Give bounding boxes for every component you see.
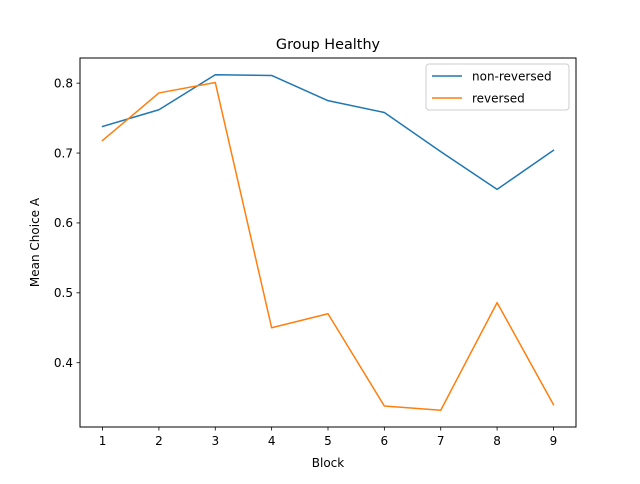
legend: non-reversed reversed — [425, 63, 570, 111]
y-axis-label: Mean Choice A — [28, 197, 42, 287]
x-axis-label: Block — [312, 456, 345, 470]
x-tick-label: 9 — [550, 434, 558, 448]
y-tick-label: 0.7 — [54, 146, 73, 160]
y-tick-label: 0.6 — [54, 216, 73, 230]
y-tick-label: 0.4 — [54, 356, 73, 370]
x-tick-label: 3 — [211, 434, 219, 448]
series-line-reversed — [101, 81, 555, 411]
legend-label: non-reversed — [472, 69, 552, 83]
x-tick-label: 5 — [324, 434, 332, 448]
x-axis-ticks: 1 2 3 4 5 6 7 8 9 — [99, 427, 558, 448]
x-tick-label: 2 — [155, 434, 163, 448]
series-layer — [101, 74, 555, 411]
legend-items: non-reversed reversed — [432, 69, 552, 105]
y-tick-label: 0.5 — [54, 286, 73, 300]
x-tick-label: 7 — [437, 434, 445, 448]
y-axis-ticks: 0.4 0.5 0.6 0.7 0.8 — [54, 76, 80, 370]
series-line-non-reversed — [101, 74, 555, 191]
x-tick-label: 1 — [99, 434, 107, 448]
x-tick-label: 4 — [268, 434, 276, 448]
chart-title: Group Healthy — [276, 37, 381, 53]
y-tick-label: 0.8 — [54, 76, 73, 90]
x-tick-label: 8 — [493, 434, 501, 448]
legend-label: reversed — [472, 91, 525, 105]
x-tick-label: 6 — [381, 434, 389, 448]
